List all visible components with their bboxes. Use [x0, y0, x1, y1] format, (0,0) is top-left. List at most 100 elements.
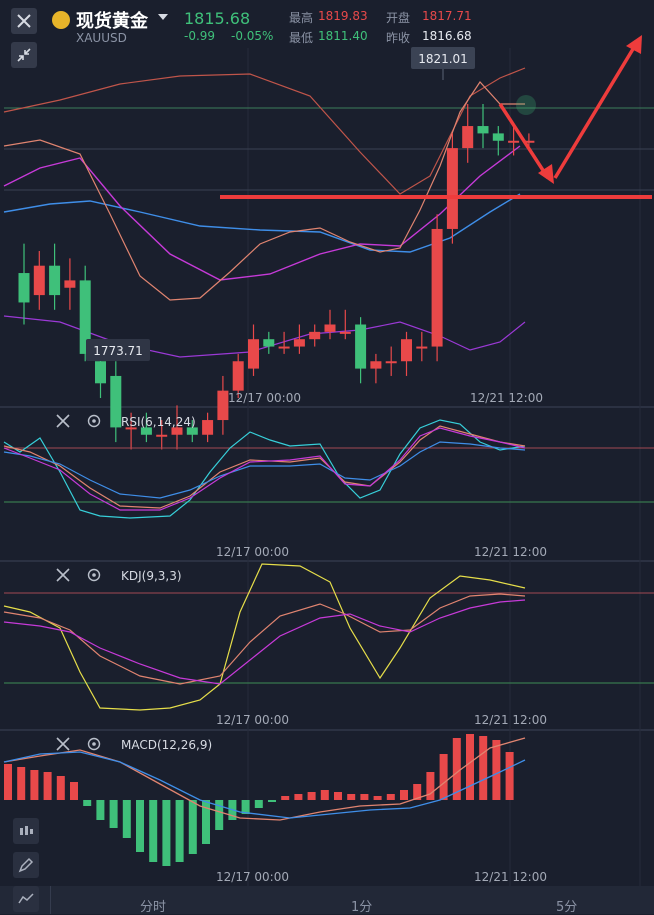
macd-histogram-bar [162, 800, 171, 866]
candle-body [217, 390, 229, 421]
macd-histogram-bar [386, 794, 395, 800]
candle-body [508, 140, 520, 143]
boll-upper-line [3, 67, 526, 195]
macd-histogram-bar [320, 790, 329, 800]
macd-histogram-bar [479, 736, 488, 800]
price-change: -0.99 [184, 29, 216, 43]
candle-body [523, 140, 535, 143]
x-tick-label: 12/21 12:00 [474, 545, 547, 559]
indicator-button[interactable] [13, 886, 39, 912]
kdj-label: KDJ(9,3,3) [121, 569, 182, 583]
rsi-label: RSI(6,14,24) [121, 415, 196, 429]
open-value: 1817.71 [422, 9, 472, 23]
candle-body [416, 346, 428, 349]
macd-histogram-bar [466, 734, 474, 800]
candle-body [140, 427, 152, 435]
tab-5min[interactable]: 5分 [556, 900, 578, 915]
collapse-button[interactable] [11, 42, 37, 68]
rsi14-line [3, 425, 526, 509]
x-tick-label: 12/21 12:00 [474, 713, 547, 727]
candle-body [370, 361, 382, 369]
candle-body [33, 265, 45, 296]
macd-histogram-bar [175, 800, 184, 862]
x-tick-label: 12/17 00:00 [216, 545, 289, 559]
x-tick-label: 12/21 12:00 [474, 870, 547, 884]
prev-close-label: 昨收 [386, 31, 411, 45]
macd-histogram-bar [505, 752, 514, 800]
chevron-down-icon[interactable] [158, 14, 168, 20]
draw-tool-button[interactable] [13, 852, 39, 878]
macd-settings-icon[interactable] [87, 737, 101, 751]
macd-histogram-bar [439, 754, 448, 800]
candle-body [324, 324, 336, 332]
panel-divider [0, 729, 654, 731]
macd-histogram-bar [215, 800, 224, 830]
open-label: 开盘 [386, 11, 411, 25]
macd-histogram-bar [241, 800, 250, 814]
macd-histogram-bar [294, 794, 303, 800]
macd-histogram-bar [149, 800, 158, 862]
pencil-icon [18, 857, 34, 873]
current-price: 1815.68 [184, 9, 251, 28]
high-value: 1819.83 [318, 9, 368, 23]
macd-histogram-bar [373, 796, 382, 800]
rsi-close-icon[interactable] [56, 414, 70, 428]
rsi24-line [3, 441, 526, 499]
macd-histogram-bar [347, 794, 356, 800]
divider [50, 886, 51, 914]
candle-body [477, 126, 489, 134]
kdj-close-icon[interactable] [56, 568, 70, 582]
kdj-settings-icon[interactable] [87, 568, 101, 582]
candle-type-button[interactable] [13, 818, 39, 844]
x-tick-label: 12/17 00:00 [228, 391, 301, 405]
panel-divider [0, 406, 654, 408]
candle-body [446, 148, 458, 229]
prev-close-value: 1816.68 [422, 29, 472, 43]
candle-body [278, 346, 290, 349]
candle-body [95, 361, 106, 384]
tab-timeshare[interactable]: 分时 [140, 900, 167, 915]
macd-histogram-bar [268, 800, 276, 802]
candle-body [309, 331, 321, 340]
bottom-tab-bar [0, 886, 654, 914]
x-tick-label: 12/21 12:00 [470, 391, 543, 405]
macd-histogram-bar [17, 767, 26, 800]
candle-body [385, 361, 397, 364]
macd-histogram-bar [83, 800, 92, 806]
min-label-box [86, 339, 150, 361]
gold-logo-icon [52, 11, 70, 29]
collapse-icon [17, 48, 31, 62]
candlestick-icon [20, 826, 33, 835]
rsi-settings-icon[interactable] [87, 414, 101, 428]
candle-body [79, 280, 91, 354]
high-label: 最高 [289, 11, 314, 25]
close-button[interactable] [11, 8, 37, 34]
trend-line-icon [18, 893, 34, 904]
ma-blue-line [3, 193, 521, 253]
macd-histogram-bar [360, 794, 369, 800]
macd-histogram-bar [400, 790, 408, 800]
header: 现货黄金 XAUUSD 1815.68 -0.99 -0.05% 最高 1819… [0, 0, 654, 46]
candle-body [156, 434, 168, 437]
macd-label: MACD(12,26,9) [121, 738, 212, 752]
close-icon [17, 14, 31, 28]
tab-1min[interactable]: 1分 [351, 900, 373, 915]
macd-histogram-bar [426, 772, 435, 800]
gear-center [92, 742, 96, 746]
instrument-title[interactable]: 现货黄金 [76, 11, 148, 32]
candle-body [18, 273, 30, 303]
gear-center [92, 573, 96, 577]
candle-body [125, 427, 137, 430]
candle-body [186, 427, 198, 435]
last-price-glow [516, 95, 536, 115]
max-label-box [411, 47, 475, 69]
candle-body [293, 339, 305, 347]
candle-body [462, 126, 474, 149]
min-price-label: 1773.71 [93, 344, 143, 358]
macd-close-icon[interactable] [56, 737, 70, 751]
candle-body [232, 361, 244, 391]
candle-body [492, 133, 504, 141]
macd-histogram-bar [43, 772, 52, 800]
macd-histogram-bar [452, 738, 461, 800]
